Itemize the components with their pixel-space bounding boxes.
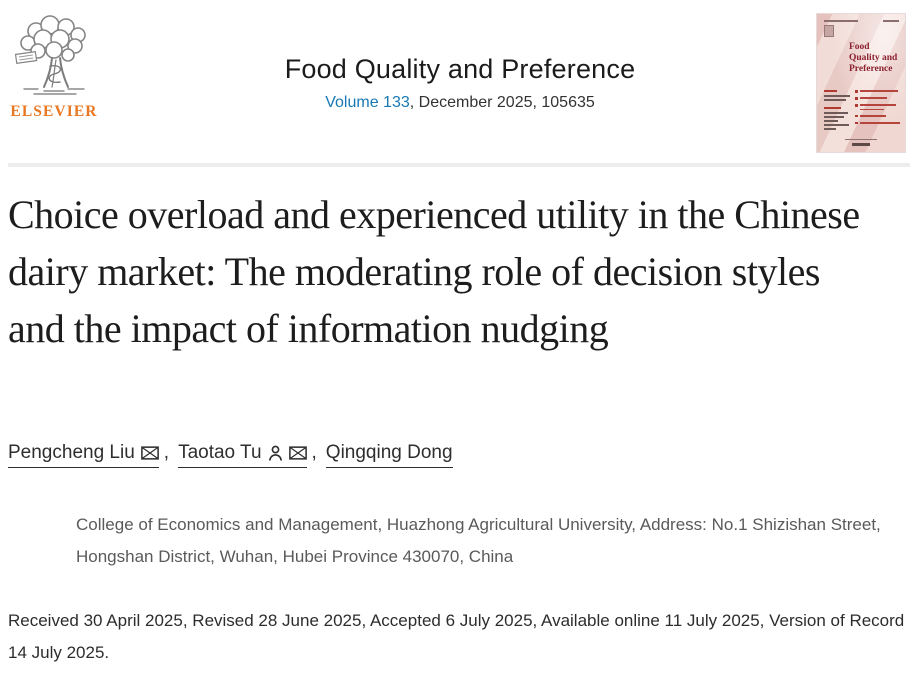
- author-list: Pengcheng Liu , Taotao Tu , Qingqing Don…: [8, 442, 453, 468]
- elsevier-tree-icon: [12, 15, 96, 100]
- corresponding-author-person-icon[interactable]: [268, 445, 283, 462]
- cover-text-line: [883, 20, 899, 22]
- email-envelope-icon[interactable]: [288, 446, 307, 460]
- author-taotao-tu[interactable]: Taotao Tu: [178, 442, 307, 468]
- author-separator: ,: [163, 442, 170, 463]
- email-envelope-icon[interactable]: [140, 446, 159, 460]
- author-name: Qingqing Dong: [325, 442, 453, 463]
- cover-footer: [817, 138, 905, 146]
- journal-title-link[interactable]: Food Quality and Preference: [284, 54, 636, 84]
- cover-header-textline: [824, 20, 899, 22]
- elsevier-wordmark: ELSEVIER: [10, 103, 98, 120]
- article-title: Choice overload and experienced utility …: [8, 192, 860, 351]
- issue-line: Volume 133, December 2025, 105635: [0, 94, 920, 112]
- cover-journal-title: Food Quality and Preference: [849, 42, 898, 75]
- article-dates: Received 30 April 2025, Revised 28 June …: [8, 611, 905, 662]
- cover-editors-column: [824, 90, 851, 132]
- author-pengcheng-liu[interactable]: Pengcheng Liu: [8, 442, 159, 468]
- journal-cover-thumbnail[interactable]: Food Quality and Preference: [817, 14, 905, 152]
- cover-topics-column: [855, 90, 900, 132]
- author-name: Taotao Tu: [178, 442, 262, 463]
- elsevier-logo[interactable]: ELSEVIER: [8, 14, 100, 121]
- issue-info: , December 2025, 105635: [409, 94, 595, 111]
- author-separator: ,: [311, 442, 317, 463]
- author-name: Pengcheng Liu: [8, 442, 135, 463]
- volume-link[interactable]: Volume 133: [325, 94, 410, 111]
- cover-text-line: [824, 20, 858, 22]
- cover-publisher-mark: [824, 25, 834, 37]
- affiliation-text: College of Economics and Management, Hua…: [76, 515, 881, 566]
- journal-header: Food Quality and Preference Volume 133, …: [0, 54, 920, 112]
- header-divider: [8, 163, 910, 167]
- cover-body: [824, 90, 900, 132]
- author-qingqing-dong[interactable]: Qingqing Dong: [325, 442, 453, 468]
